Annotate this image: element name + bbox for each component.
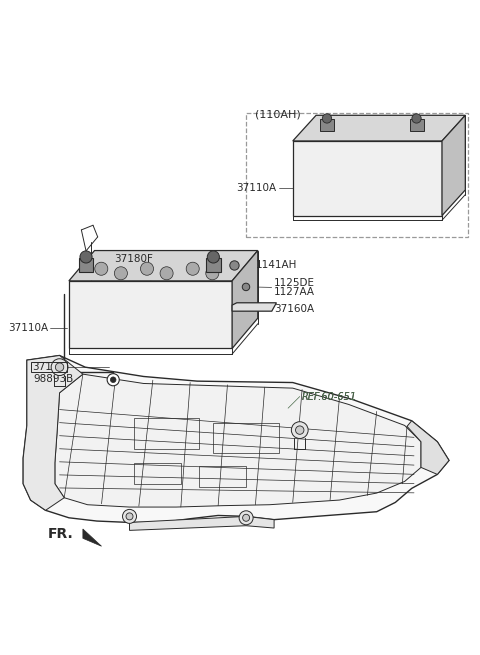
Polygon shape xyxy=(293,141,442,215)
Polygon shape xyxy=(442,115,465,215)
Polygon shape xyxy=(130,516,274,531)
Text: 37110A: 37110A xyxy=(8,323,48,333)
Bar xyxy=(79,258,94,272)
Text: 1141AH: 1141AH xyxy=(255,261,297,271)
Circle shape xyxy=(122,510,136,523)
Circle shape xyxy=(322,114,332,123)
Polygon shape xyxy=(23,356,449,523)
Circle shape xyxy=(95,262,108,275)
Text: REF.60-651: REF.60-651 xyxy=(302,392,357,402)
Circle shape xyxy=(242,514,250,521)
Text: 37114: 37114 xyxy=(32,362,65,372)
Bar xyxy=(134,419,200,449)
Bar xyxy=(206,258,221,272)
Polygon shape xyxy=(232,251,258,348)
Circle shape xyxy=(55,363,64,371)
Text: 37160A: 37160A xyxy=(274,305,314,314)
Polygon shape xyxy=(69,281,232,348)
Text: 37110A: 37110A xyxy=(236,183,276,193)
Polygon shape xyxy=(407,421,449,474)
Bar xyxy=(134,462,181,484)
Polygon shape xyxy=(83,529,102,546)
Text: 1127AA: 1127AA xyxy=(274,287,315,297)
Circle shape xyxy=(186,262,199,275)
Bar xyxy=(409,119,423,130)
Circle shape xyxy=(141,262,154,275)
Circle shape xyxy=(160,267,173,280)
Bar xyxy=(31,362,67,372)
Circle shape xyxy=(206,267,219,280)
Circle shape xyxy=(412,114,421,123)
Polygon shape xyxy=(232,303,276,311)
Circle shape xyxy=(230,261,239,270)
Circle shape xyxy=(291,422,308,438)
Circle shape xyxy=(242,283,250,291)
Text: 1125DE: 1125DE xyxy=(274,278,315,288)
Polygon shape xyxy=(69,251,258,281)
Circle shape xyxy=(114,267,127,280)
Bar xyxy=(320,119,334,130)
Bar xyxy=(246,113,468,236)
Circle shape xyxy=(207,251,219,263)
Text: (110AH): (110AH) xyxy=(255,110,301,120)
Circle shape xyxy=(110,377,116,383)
Text: FR.: FR. xyxy=(48,527,73,540)
Text: REF.60-651: REF.60-651 xyxy=(302,392,357,402)
Circle shape xyxy=(126,513,133,520)
Text: 37180F: 37180F xyxy=(114,254,153,264)
Polygon shape xyxy=(55,374,421,507)
Bar xyxy=(200,466,246,487)
Circle shape xyxy=(80,251,92,263)
Polygon shape xyxy=(293,115,465,141)
Circle shape xyxy=(296,426,304,434)
Circle shape xyxy=(239,511,253,525)
Text: 98893B: 98893B xyxy=(33,374,73,384)
Circle shape xyxy=(51,359,68,375)
Polygon shape xyxy=(23,356,83,510)
Circle shape xyxy=(107,373,119,386)
Bar xyxy=(214,423,279,453)
